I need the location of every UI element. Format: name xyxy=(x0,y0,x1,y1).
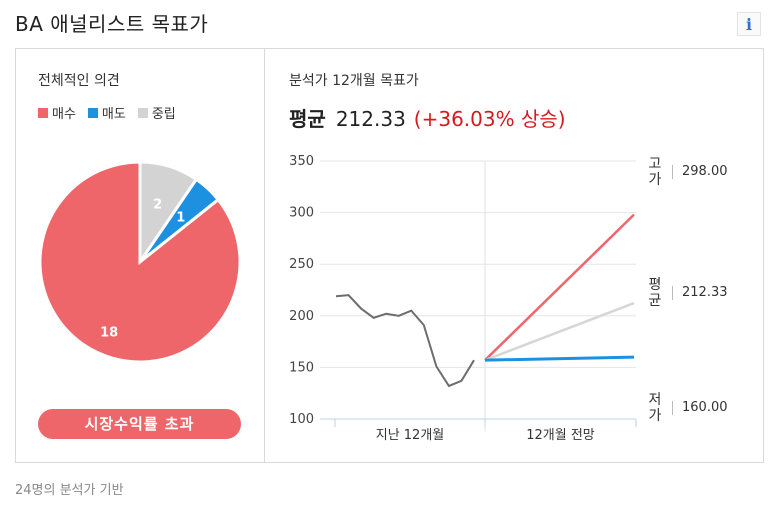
projection-line-low xyxy=(484,355,635,362)
pie-svg xyxy=(38,160,242,364)
y-tick-label: 100 xyxy=(289,412,314,427)
info-icon[interactable]: i xyxy=(737,12,761,36)
target-price-chart: 350 300 250 200 150 100 지난 12개월 12개월 전망 xyxy=(289,154,637,443)
legend-item-buy: 매수 xyxy=(38,103,76,122)
average-target: 평균 212.33 (+36.03% 상승) xyxy=(289,103,566,132)
legend-item-hold: 중립 xyxy=(137,103,176,122)
panel-divider xyxy=(264,49,265,462)
projection-line-average xyxy=(484,301,635,362)
high-value: 298.00 xyxy=(682,164,728,179)
low-separator xyxy=(672,401,673,415)
low-value: 160.00 xyxy=(682,400,728,415)
average-change: (+36.03% 상승) xyxy=(413,107,566,131)
legend-swatch-hold xyxy=(137,107,148,118)
history-line xyxy=(335,294,475,388)
pie-label-2: 18 xyxy=(100,325,119,341)
y-tick-label: 350 xyxy=(289,154,314,169)
consensus-legend: 매수 매도 중립 xyxy=(38,103,176,122)
high-separator xyxy=(672,165,673,179)
consensus-title: 전체적인 의견 xyxy=(38,73,120,89)
y-tick-label: 200 xyxy=(289,309,314,324)
mid-separator xyxy=(672,286,673,300)
mid-value: 212.33 xyxy=(682,285,728,300)
pie-slice-2 xyxy=(38,160,242,364)
outperform-button[interactable]: 시장수익률 초과 xyxy=(38,409,241,439)
consensus-pie-chart: 2 1 18 xyxy=(38,160,242,364)
legend-label-sell: 매도 xyxy=(101,107,126,122)
x-label-past: 지난 12개월 xyxy=(376,428,445,443)
y-tick-label: 300 xyxy=(289,206,314,221)
legend-item-sell: 매도 xyxy=(87,103,126,122)
legend-swatch-buy xyxy=(38,107,48,118)
legend-label-buy: 매수 xyxy=(52,107,76,122)
legend-label-hold: 중립 xyxy=(151,107,176,122)
legend-swatch-sell xyxy=(87,107,98,118)
average-label: 평균 xyxy=(289,107,326,131)
y-tick-label: 250 xyxy=(289,257,314,272)
pie-label-1: 1 xyxy=(176,210,186,226)
pie-label-0: 2 xyxy=(153,197,163,213)
target-title: 분석가 12개월 목표가 xyxy=(289,73,419,89)
analyst-panel xyxy=(15,48,764,463)
analyst-count-note: 24명의 분석가 기반 xyxy=(15,483,124,498)
average-value: 212.33 xyxy=(335,107,406,131)
projection-line-high xyxy=(484,213,635,362)
page-title: BA 애널리스트 목표가 xyxy=(15,12,209,36)
x-label-forecast: 12개월 전망 xyxy=(526,428,595,443)
y-tick-label: 150 xyxy=(289,360,314,375)
